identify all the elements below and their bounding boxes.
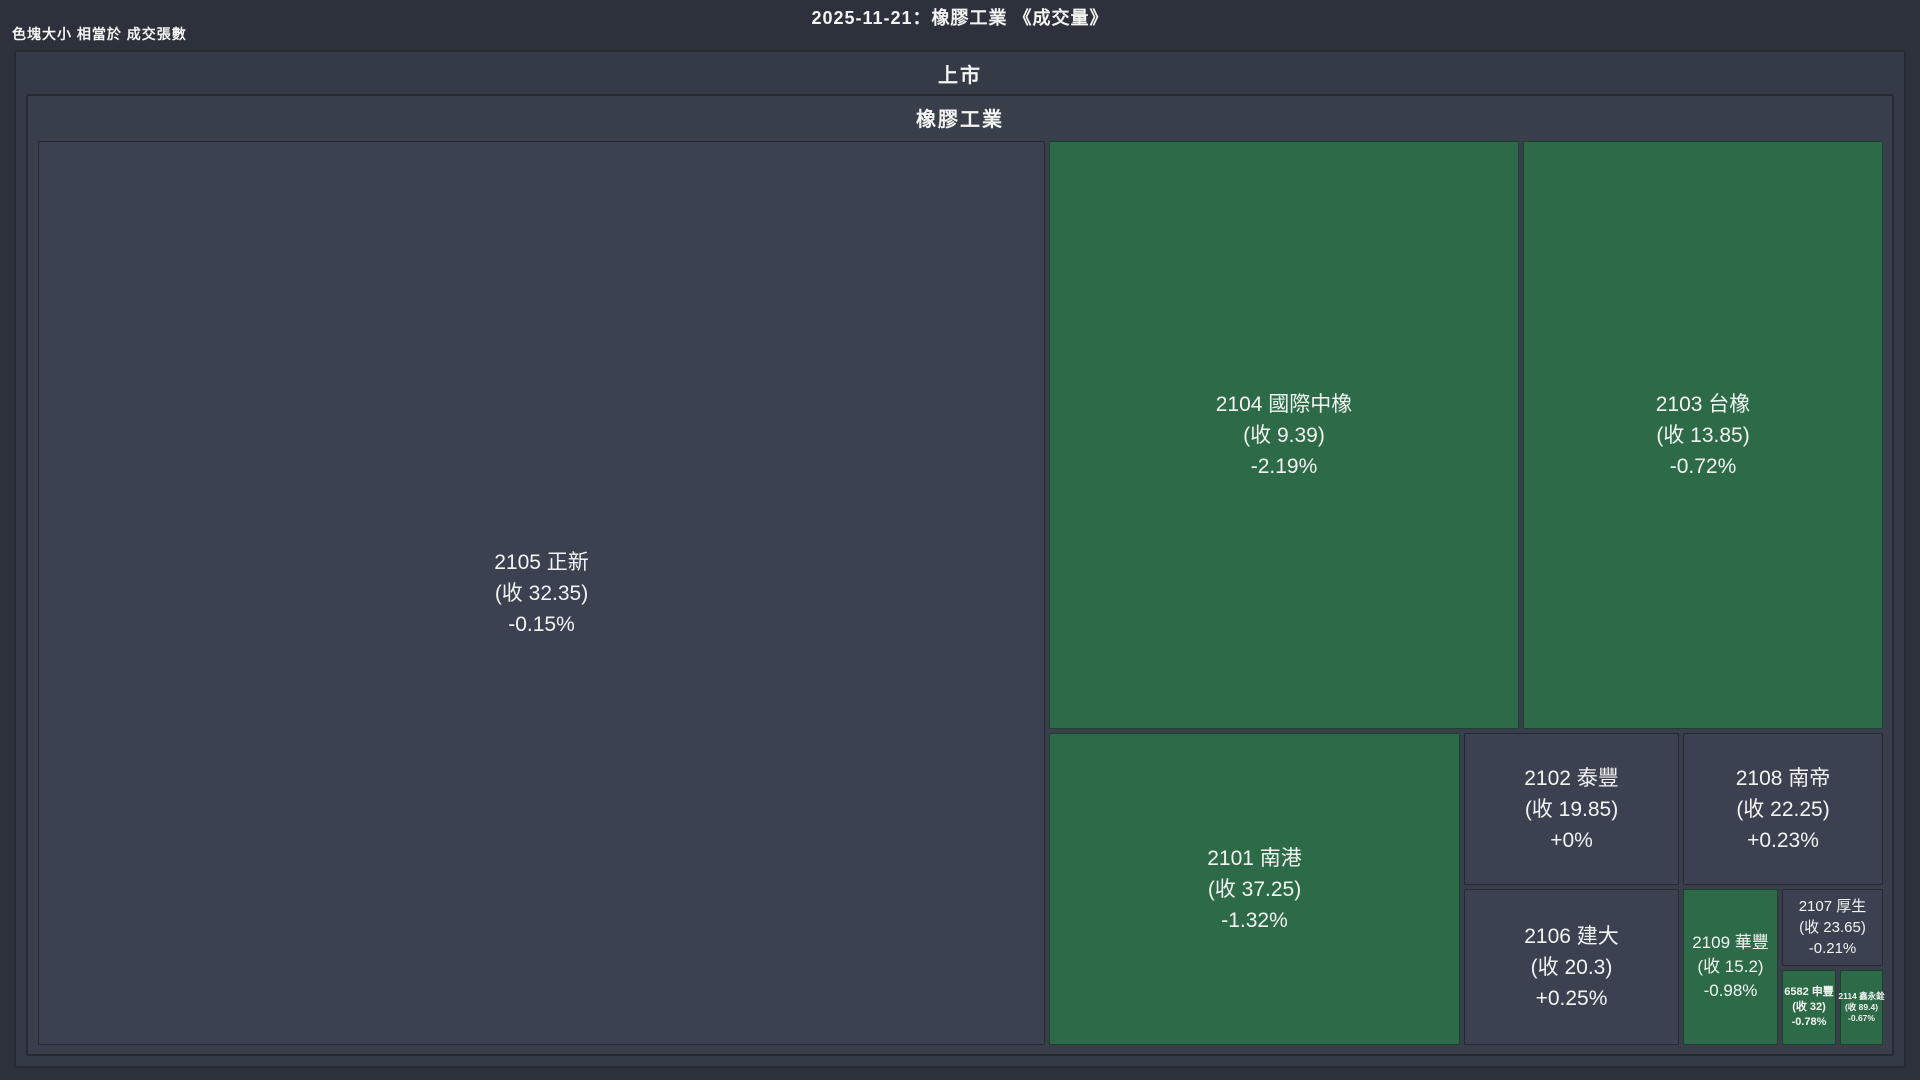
page-title: 2025-11-21：橡膠工業 《成交量》 [811, 8, 1109, 28]
treemap-tile-2103[interactable]: 2103 台橡 (收 13.85) -0.72% [1523, 141, 1883, 729]
treemap-tile-2114[interactable]: 2114 鑫永銓 (收 89.4) -0.67% [1838, 970, 1885, 1045]
tile-close-price: (收 20.3) [1530, 955, 1613, 979]
tile-change-pct: -0.78% [1791, 1016, 1827, 1028]
tile-close-price: (收 89.4) [1844, 1002, 1879, 1012]
tile-code-name: 2104 國際中橡 [1215, 392, 1353, 416]
tile-change-pct: -0.98% [1703, 981, 1758, 1000]
tile-close-price: (收 9.39) [1243, 423, 1325, 447]
treemap-tile-6582[interactable]: 6582 申豐 (收 32) -0.78% [1782, 970, 1836, 1045]
tile-change-pct: -1.32% [1221, 908, 1288, 932]
tile-change-pct: +0% [1550, 828, 1593, 852]
tile-code-name: 2105 正新 [494, 550, 589, 574]
tile-change-pct: -0.72% [1669, 454, 1737, 478]
tile-close-price: (收 37.25) [1207, 877, 1302, 901]
tile-change-pct: -0.67% [1848, 1013, 1875, 1023]
tile-code-name: 2107 厚生 [1798, 898, 1867, 915]
tile-change-pct: -0.21% [1808, 940, 1857, 957]
tile-close-price: (收 15.2) [1697, 957, 1764, 976]
tile-close-price: (收 22.25) [1736, 797, 1830, 821]
treemap-tile-2102[interactable]: 2102 泰豐 (收 19.85) +0% [1464, 733, 1679, 885]
treemap-tile-2106[interactable]: 2106 建大 (收 20.3) +0.25% [1464, 889, 1679, 1045]
tile-code-name: 2114 鑫永銓 [1838, 991, 1885, 1001]
tile-code-name: 2103 台橡 [1655, 392, 1751, 416]
tile-close-price: (收 19.85) [1524, 797, 1619, 821]
size-legend-note: 色塊大小 相當於 成交張數 [12, 26, 187, 42]
tile-change-pct: -2.19% [1250, 454, 1318, 478]
treemap-tile-2101[interactable]: 2101 南港 (收 37.25) -1.32% [1049, 733, 1460, 1045]
tile-code-name: 6582 申豐 [1784, 986, 1834, 998]
tile-close-price: (收 32) [1792, 1001, 1826, 1013]
tile-code-name: 2109 華豐 [1692, 933, 1769, 952]
tile-code-name: 2102 泰豐 [1524, 766, 1619, 790]
tile-change-pct: +0.23% [1747, 828, 1819, 852]
treemap-tile-2104[interactable]: 2104 國際中橡 (收 9.39) -2.19% [1049, 141, 1519, 729]
treemap-tile-2107[interactable]: 2107 厚生 (收 23.65) -0.21% [1782, 889, 1883, 966]
industry-group-label: 橡膠工業 [916, 109, 1004, 131]
market-group-label: 上市 [938, 65, 982, 87]
tile-code-name: 2106 建大 [1524, 924, 1619, 948]
tile-close-price: (收 32.35) [494, 581, 589, 605]
treemap-tile-2109[interactable]: 2109 華豐 (收 15.2) -0.98% [1683, 889, 1778, 1045]
treemap-tile-2108[interactable]: 2108 南帝 (收 22.25) +0.23% [1683, 733, 1883, 885]
tile-change-pct: +0.25% [1535, 986, 1608, 1010]
tile-code-name: 2108 南帝 [1735, 766, 1831, 790]
tile-code-name: 2101 南港 [1207, 846, 1302, 870]
tile-change-pct: -0.15% [508, 612, 575, 636]
treemap-tile-2105[interactable]: 2105 正新 (收 32.35) -0.15% [38, 141, 1045, 1045]
tile-close-price: (收 13.85) [1656, 423, 1750, 447]
tile-close-price: (收 23.65) [1799, 919, 1866, 936]
